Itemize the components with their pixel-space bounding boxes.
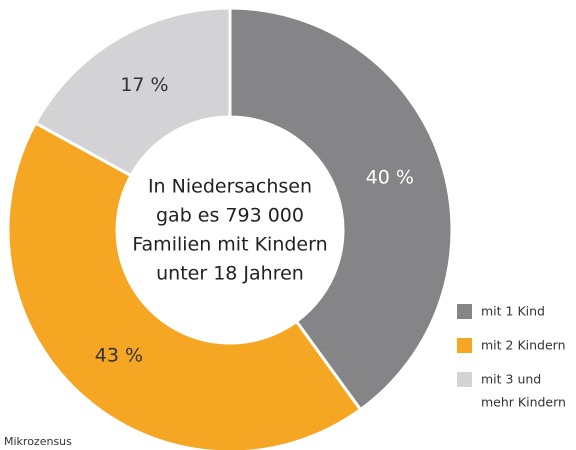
- slice: [228, 6, 454, 412]
- legend-text: mit 1 Kind: [481, 304, 545, 319]
- source: Mikrozensus: [4, 435, 72, 448]
- slice-label: 40 %: [366, 167, 414, 189]
- center-text: gab es 793 000: [156, 205, 304, 227]
- legend-text: mit 3 und: [481, 372, 541, 387]
- center-text: unter 18 Jahren: [156, 263, 304, 285]
- slice-label: 17 %: [120, 74, 168, 96]
- slice: [6, 121, 363, 450]
- legend-swatch: [457, 304, 472, 319]
- legend-text: mehr Kindern: [481, 395, 566, 410]
- slice-label: 43 %: [95, 345, 143, 367]
- legend-swatch: [457, 372, 472, 387]
- center-text: Familien mit Kindern: [132, 234, 327, 256]
- slice: [33, 6, 232, 178]
- center-text: In Niedersachsen: [148, 176, 312, 198]
- legend-text: mit 2 Kindern: [481, 338, 566, 353]
- legend-swatch: [457, 338, 472, 353]
